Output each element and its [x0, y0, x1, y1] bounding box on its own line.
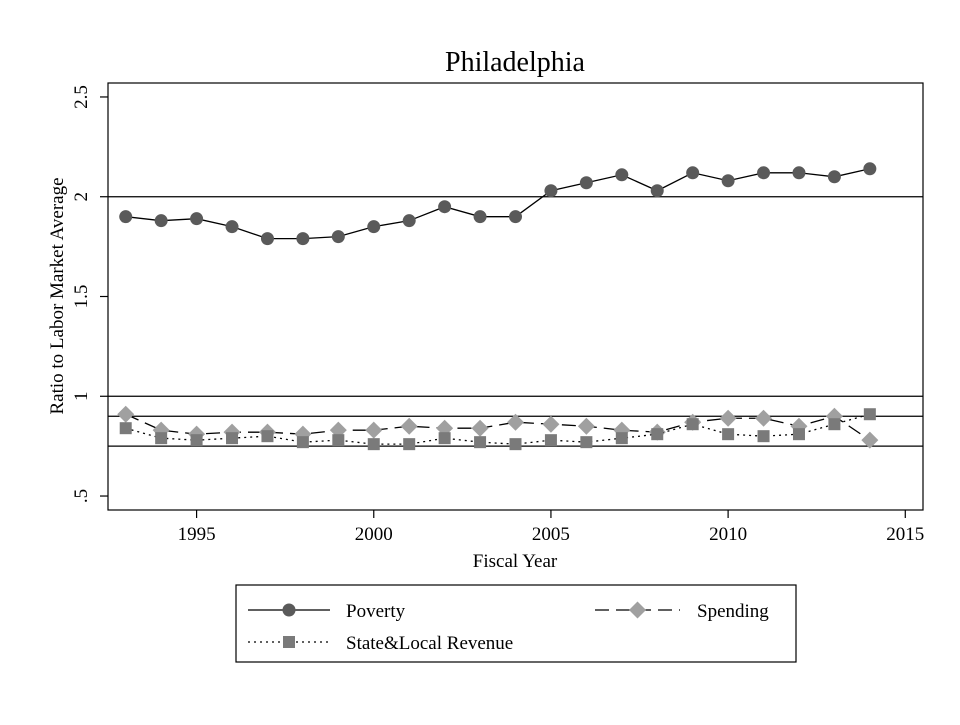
legend-entry: Poverty: [248, 601, 406, 622]
data-point: [721, 174, 735, 188]
data-point: [296, 436, 309, 449]
data-point: [863, 408, 876, 421]
data-point: [580, 436, 593, 449]
data-point: [757, 430, 770, 443]
data-point: [757, 166, 771, 180]
data-point: [615, 168, 629, 182]
chart-title: Philadelphia: [445, 47, 586, 78]
data-point: [719, 409, 737, 427]
x-axis: 1995 2000 2005 2010 2015: [178, 510, 924, 545]
data-point: [438, 432, 451, 445]
data-point: [190, 212, 204, 226]
y-tick-label: 2.5: [71, 85, 92, 109]
series-line: [125, 168, 870, 240]
legend-box: [235, 584, 797, 663]
data-point: [544, 434, 557, 447]
x-tick-label: 2015: [886, 524, 924, 545]
data-point: [296, 232, 310, 246]
x-tick-label: 2010: [709, 524, 747, 545]
data-point: [755, 409, 773, 427]
data-point: [438, 200, 452, 214]
data-point: [650, 184, 664, 198]
x-tick-label: 2005: [532, 524, 570, 545]
data-point: [542, 415, 560, 433]
series-state-local-revenue: [119, 408, 876, 451]
data-point: [579, 176, 593, 190]
series-layer: [117, 162, 879, 451]
data-point: [615, 432, 628, 445]
legend-entry: State&Local Revenue: [248, 633, 513, 654]
data-point: [119, 210, 133, 224]
data-point: [225, 220, 239, 234]
legend-label: Spending: [697, 601, 769, 622]
series-line: [125, 413, 871, 441]
data-point: [261, 430, 274, 443]
data-point: [474, 436, 487, 449]
data-point: [117, 405, 135, 423]
data-point: [544, 184, 558, 198]
x-tick-label: 2000: [355, 524, 393, 545]
data-point: [861, 431, 879, 449]
data-point: [155, 432, 168, 445]
y-tick-label: 1: [71, 392, 92, 402]
data-point: [471, 419, 489, 437]
data-point: [792, 428, 805, 441]
x-axis-label: Fiscal Year: [473, 551, 558, 572]
data-point: [722, 428, 735, 441]
data-point: [400, 417, 418, 435]
data-point: [651, 428, 664, 441]
legend: Poverty Spending State&Local Revenue: [235, 584, 797, 663]
data-point: [402, 214, 416, 228]
data-point: [367, 438, 380, 451]
legend-label: State&Local Revenue: [346, 633, 513, 654]
data-point: [507, 413, 524, 431]
data-point: [154, 214, 168, 228]
y-tick-label: 1.5: [71, 285, 92, 309]
data-point: [473, 210, 487, 224]
data-point: [509, 438, 522, 451]
data-point: [792, 166, 806, 180]
data-point: [365, 421, 383, 439]
data-point: [226, 432, 239, 445]
legend-marker: [283, 636, 295, 648]
legend-marker: [629, 601, 646, 619]
data-point: [367, 220, 381, 234]
data-point: [863, 162, 877, 176]
data-point: [828, 418, 841, 431]
y-tick-label: 2: [71, 192, 92, 202]
data-point: [827, 170, 841, 184]
legend-marker: [282, 603, 296, 617]
data-point: [190, 434, 203, 447]
y-axis-label: Ratio to Labor Market Average: [47, 177, 68, 414]
data-point: [509, 210, 522, 224]
series-poverty: [119, 162, 877, 246]
data-point: [119, 422, 132, 435]
x-tick-label: 1995: [178, 524, 216, 545]
data-point: [331, 230, 345, 244]
data-point: [403, 438, 416, 451]
data-point: [686, 418, 699, 431]
data-point: [332, 434, 345, 447]
y-tick-label: .5: [71, 489, 92, 503]
data-point: [577, 417, 595, 435]
data-point: [686, 166, 700, 180]
legend-entry: Spending: [595, 601, 769, 622]
legend-label: Poverty: [346, 601, 406, 622]
y-axis: .5 1 1.5 2 2.5: [71, 85, 108, 503]
data-point: [260, 232, 274, 246]
